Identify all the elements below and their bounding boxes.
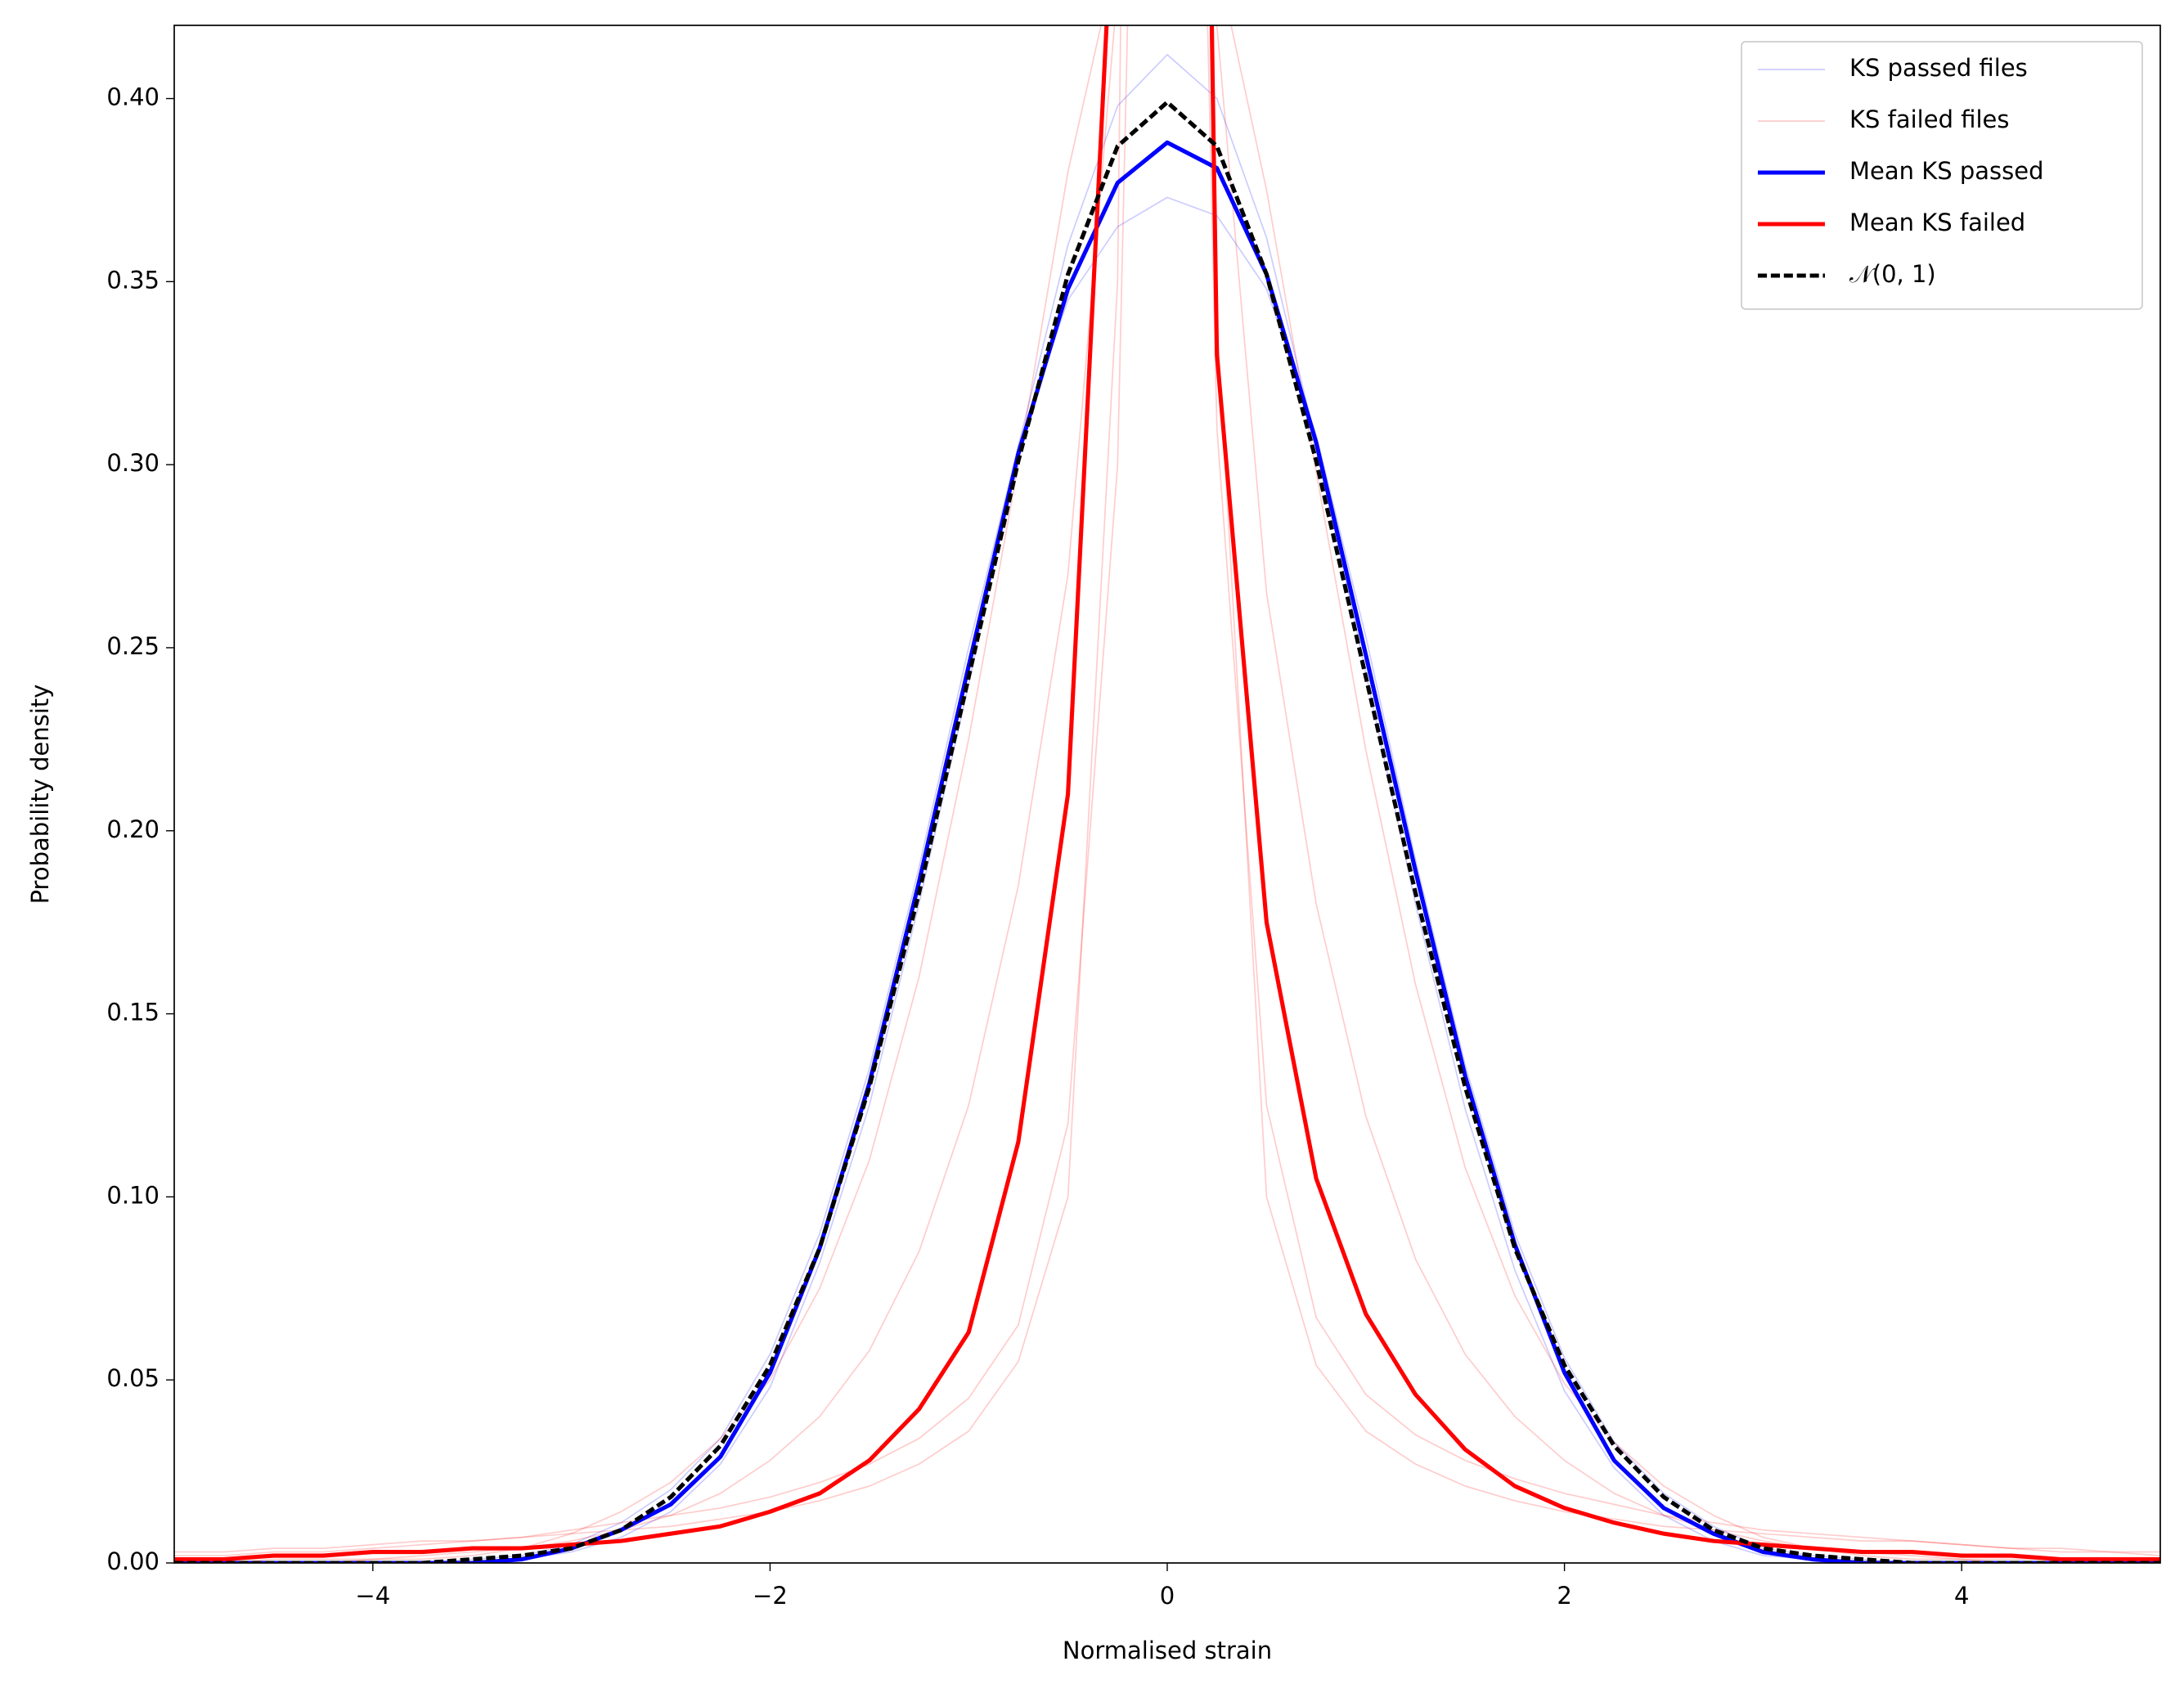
legend-box — [1741, 41, 2143, 310]
legend-label: KS failed files — [1849, 106, 2009, 133]
y-tick-label: 0.10 — [106, 1181, 160, 1209]
series-line — [174, 25, 2160, 1562]
plot-area — [174, 25, 2160, 1563]
legend-label: Mean KS passed — [1849, 157, 2044, 185]
x-tick-label: 4 — [1954, 1582, 1969, 1610]
y-tick-label: 0.15 — [106, 999, 160, 1026]
legend-label: Mean KS failed — [1849, 209, 2025, 236]
y-tick-label: 0.30 — [106, 449, 160, 477]
y-tick-label: 0.40 — [106, 83, 160, 111]
file-line — [174, 25, 2160, 1556]
file-line — [174, 196, 2160, 1563]
series-line — [174, 140, 2160, 1563]
y-tick-label: 0.35 — [106, 266, 160, 294]
x-tick-label: −4 — [355, 1582, 390, 1610]
x-tick-label: −2 — [753, 1582, 788, 1610]
y-axis-label: Probability density — [26, 685, 54, 905]
x-tick-label: 2 — [1557, 1582, 1571, 1610]
y-tick-label: 0.20 — [106, 815, 160, 843]
y-tick-label: 0.05 — [106, 1364, 160, 1392]
legend-label: 𝒩(0, 1) — [1849, 260, 1936, 288]
x-axis-label: Normalised strain — [1063, 1637, 1272, 1664]
series-line — [174, 100, 2160, 1563]
y-tick-label: 0.25 — [106, 632, 160, 660]
file-line — [174, 25, 2160, 1553]
x-tick-label: 0 — [1160, 1582, 1175, 1610]
legend-label: KS passed files — [1849, 54, 2028, 82]
y-tick-label: 0.00 — [106, 1547, 160, 1575]
